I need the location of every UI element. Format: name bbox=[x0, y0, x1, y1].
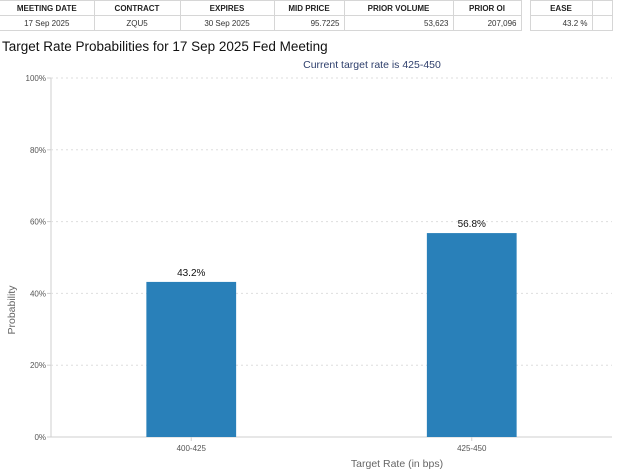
probability-bar-chart: Current target rate is 425-450 0% 20% 40% 6… bbox=[6, 59, 612, 470]
cell-expires: 30 Sep 2025 bbox=[180, 15, 275, 31]
cell-prior-volume: 53,623 bbox=[344, 15, 454, 31]
y-tick-label: 0% bbox=[34, 433, 46, 442]
table-row: 17 Sep 2025 ZQU5 30 Sep 2025 95.7225 53,… bbox=[0, 15, 613, 31]
header-prior-volume: PRIOR VOLUME bbox=[344, 0, 454, 16]
cell-prior-oi: 207,096 bbox=[453, 15, 522, 31]
cell-mid-price: 95.7225 bbox=[274, 15, 345, 31]
x-tick-label: 400-425 bbox=[177, 444, 207, 453]
cell-meeting-date: 17 Sep 2025 bbox=[0, 15, 95, 31]
header-mid-price: MID PRICE bbox=[274, 0, 345, 16]
header-contract: CONTRACT bbox=[94, 0, 181, 16]
grid-lines bbox=[50, 77, 612, 438]
header-prior-oi: PRIOR OI bbox=[453, 0, 522, 16]
header-ease: EASE bbox=[530, 0, 593, 16]
cell-ease: 43.2 % bbox=[530, 15, 593, 31]
table-gap bbox=[521, 15, 531, 31]
table-header-row: MEETING DATE CONTRACT EXPIRES MID PRICE … bbox=[0, 0, 613, 16]
y-tick-label: 60% bbox=[30, 218, 46, 227]
cell-extra bbox=[592, 15, 613, 31]
x-axis-ticks: 400-425 425-450 bbox=[177, 437, 487, 453]
header-meeting-date: MEETING DATE bbox=[0, 0, 95, 16]
table-gap bbox=[521, 0, 531, 16]
page-title: Target Rate Probabilities for 17 Sep 202… bbox=[2, 39, 328, 54]
bar-425-450 bbox=[426, 233, 517, 437]
x-axis-title: Target Rate (in bps) bbox=[351, 458, 443, 470]
bar-400-425 bbox=[146, 281, 237, 437]
y-tick-label: 40% bbox=[30, 289, 46, 298]
y-axis-ticks: 0% 20% 40% 60% 80% 100% bbox=[26, 74, 51, 442]
header-extra bbox=[592, 0, 613, 16]
data-label: 56.8% bbox=[458, 219, 486, 230]
bars: 43.2% 56.8% bbox=[146, 219, 517, 437]
cell-contract: ZQU5 bbox=[94, 15, 181, 31]
y-axis-title: Probability bbox=[6, 285, 18, 335]
contract-info-table: MEETING DATE CONTRACT EXPIRES MID PRICE … bbox=[0, 0, 613, 31]
data-label: 43.2% bbox=[177, 268, 205, 279]
header-expires: EXPIRES bbox=[180, 0, 275, 16]
y-tick-label: 80% bbox=[30, 146, 46, 155]
chart-subtitle: Current target rate is 425-450 bbox=[303, 59, 441, 71]
y-tick-label: 20% bbox=[30, 361, 46, 370]
y-tick-label: 100% bbox=[26, 74, 46, 83]
x-tick-label: 425-450 bbox=[457, 444, 487, 453]
